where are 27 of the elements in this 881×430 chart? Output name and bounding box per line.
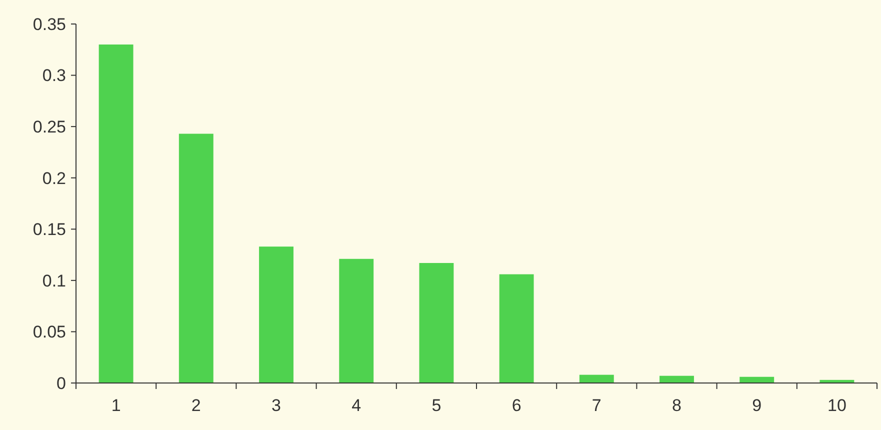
x-tick-label: 2: [191, 396, 201, 415]
bar: [660, 376, 694, 383]
x-tick-label: 9: [752, 396, 762, 415]
y-tick-label: 0: [56, 374, 66, 393]
x-tick-label: 6: [512, 396, 522, 415]
bar: [178, 134, 214, 383]
y-tick-label: 0.2: [42, 168, 66, 188]
bar: [499, 274, 534, 383]
bar: [98, 44, 134, 383]
y-tick-label: 0.3: [42, 66, 66, 86]
x-tick-label: 5: [432, 396, 442, 415]
bar: [740, 376, 774, 383]
x-tick-label: 10: [827, 396, 846, 415]
x-tick-label: 1: [111, 396, 121, 415]
y-tick-label: 0.15: [32, 220, 66, 240]
bar: [339, 258, 374, 383]
x-tick-label: 7: [592, 396, 602, 415]
bar: [259, 246, 294, 383]
y-tick-label: 0.35: [32, 14, 66, 34]
x-tick-label: 8: [672, 396, 682, 415]
y-tick-label: 0.1: [42, 271, 66, 290]
x-tick-label: 4: [352, 396, 362, 415]
bar: [419, 262, 454, 383]
x-tick-label: 3: [272, 396, 281, 415]
bar: [579, 374, 614, 383]
y-tick-label: 0.25: [32, 118, 66, 137]
y-tick-label: 0.05: [32, 322, 66, 342]
